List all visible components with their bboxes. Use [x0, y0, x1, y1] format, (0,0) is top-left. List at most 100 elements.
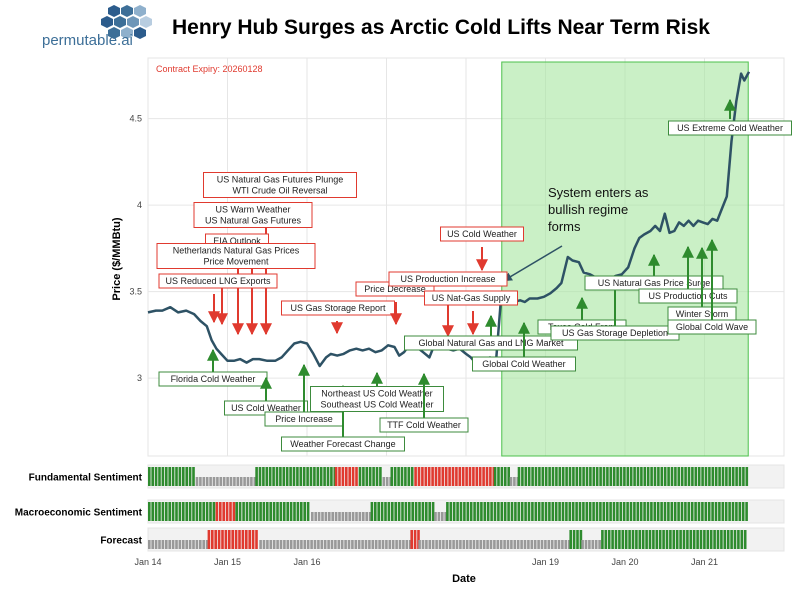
sentiment-bar-bearish	[414, 467, 417, 486]
sentiment-bar-bullish	[275, 467, 279, 486]
sentiment-bar-bullish	[507, 502, 510, 521]
sentiment-bar-bullish	[589, 467, 592, 486]
sentiment-bar-neutral	[324, 512, 328, 521]
sentiment-bar-bullish	[619, 502, 623, 521]
sentiment-bar-bullish	[192, 467, 195, 486]
sentiment-bar-neutral	[493, 540, 496, 549]
sentiment-bar-neutral	[205, 540, 209, 549]
sentiment-bar-bullish	[585, 467, 589, 486]
sentiment-bar-bullish	[677, 467, 681, 486]
sentiment-bar-bullish	[205, 502, 209, 521]
annotation-box	[424, 290, 518, 306]
sentiment-bar-bullish	[306, 502, 310, 521]
sentiment-bar-bullish	[626, 502, 629, 521]
sentiment-bar-bearish	[219, 502, 222, 521]
sentiment-bar-bullish	[599, 467, 602, 486]
sentiment-bar-neutral	[479, 540, 483, 549]
sentiment-bar-bullish	[185, 467, 188, 486]
sentiment-bar-bullish	[602, 502, 606, 521]
sentiment-bar-bullish	[652, 530, 655, 549]
sentiment-bar-bullish	[641, 530, 645, 549]
sentiment-bar-neutral	[598, 540, 601, 549]
sentiment-bar-bullish	[306, 467, 309, 486]
sentiment-bar-bullish	[400, 467, 404, 486]
sentiment-bar-bullish	[548, 502, 551, 521]
sentiment-bar-bullish	[558, 502, 561, 521]
sentiment-bar-bullish	[425, 502, 428, 521]
sentiment-bar-bearish	[478, 467, 482, 486]
sentiment-bar-bullish	[279, 467, 282, 486]
sentiment-bar-bullish	[623, 467, 626, 486]
sentiment-bar-bullish	[602, 467, 606, 486]
sentiment-bar-neutral	[178, 540, 182, 549]
contract-expiry-label: Contract Expiry: 20260128	[156, 64, 263, 74]
sentiment-bar-bullish	[607, 530, 611, 549]
sentiment-bar-neutral	[355, 512, 358, 521]
sentiment-bar-bullish	[643, 467, 647, 486]
sentiment-bar-bullish	[740, 530, 744, 549]
annotation-text: US Natural Gas Price Surge	[598, 278, 711, 288]
sentiment-bar-neutral	[154, 540, 158, 549]
sentiment-bar-bullish	[636, 502, 640, 521]
sentiment-bar-neutral	[165, 540, 168, 549]
sentiment-bar-bullish	[541, 467, 545, 486]
y-tick-label: 4.5	[129, 114, 142, 124]
sentiment-bar-bullish	[691, 467, 694, 486]
sentiment-bar-neutral	[222, 477, 226, 486]
sentiment-bar-bearish	[465, 467, 468, 486]
annotation-box	[440, 226, 524, 242]
sentiment-bar-neutral	[431, 540, 435, 549]
annotation-text: US Cold Weather	[231, 403, 301, 413]
sentiment-bar-bullish	[242, 502, 245, 521]
sentiment-bar-bullish	[670, 467, 674, 486]
sentiment-bar-bullish	[521, 467, 524, 486]
sentiment-bar-bullish	[687, 467, 691, 486]
sentiment-bar-neutral	[253, 477, 257, 486]
sentiment-bar-neutral	[496, 540, 500, 549]
sentiment-bar-bullish	[670, 502, 674, 521]
sentiment-bar-neutral	[262, 540, 266, 549]
sentiment-bar-bullish	[279, 502, 283, 521]
sentiment-bar-bullish	[694, 467, 698, 486]
sentiment-bar-neutral	[202, 477, 206, 486]
sentiment-bar-bearish	[345, 467, 348, 486]
sentiment-bar-bullish	[718, 467, 721, 486]
sentiment-bar-neutral	[365, 512, 368, 521]
sentiment-bar-neutral	[212, 477, 216, 486]
sentiment-bar-bullish	[428, 502, 431, 521]
sentiment-bar-bullish	[538, 467, 541, 486]
sentiment-bar-bullish	[238, 502, 242, 521]
sentiment-bar-bullish	[188, 502, 192, 521]
sentiment-bar-bullish	[148, 467, 151, 486]
sentiment-bar-bullish	[168, 467, 171, 486]
sentiment-bar-bullish	[165, 467, 168, 486]
sentiment-bar-bullish	[658, 530, 662, 549]
sentiment-bar-neutral	[516, 540, 520, 549]
sentiment-bar-bullish	[534, 502, 538, 521]
sentiment-bar-bullish	[544, 467, 548, 486]
sentiment-bar-bullish	[669, 530, 672, 549]
sentiment-bar-neutral	[226, 477, 229, 486]
sentiment-bar-bullish	[692, 530, 696, 549]
sentiment-bar-bullish	[704, 467, 708, 486]
sentiment-bar-neutral	[259, 540, 262, 549]
sentiment-bar-neutral	[540, 540, 544, 549]
sentiment-bar-bullish	[175, 502, 178, 521]
sentiment-bar-neutral	[311, 512, 314, 521]
sentiment-bar-bearish	[424, 467, 428, 486]
sentiment-bar-bullish	[421, 502, 425, 521]
sentiment-bar-bullish	[733, 530, 737, 549]
sentiment-bar-bearish	[222, 502, 225, 521]
sentiment-bar-neutral	[250, 477, 253, 486]
sentiment-bar-neutral	[455, 540, 459, 549]
sentiment-bar-bullish	[303, 502, 306, 521]
sentiment-bar-bullish	[699, 530, 703, 549]
sentiment-bar-bullish	[493, 467, 497, 486]
sentiment-bar-neutral	[588, 540, 591, 549]
sentiment-bar-neutral	[296, 540, 300, 549]
annotation-bullish: US Extreme Cold Weather	[668, 98, 792, 136]
sentiment-bar-bullish	[741, 502, 745, 521]
sentiment-bar-neutral	[272, 540, 276, 549]
sentiment-bar-neutral	[437, 512, 441, 521]
